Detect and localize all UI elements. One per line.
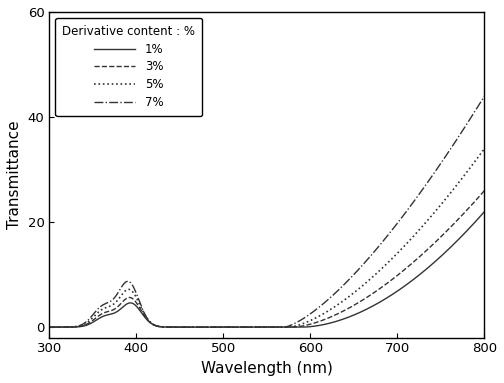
- 7%: [258, 325, 264, 329]
- 1%: [258, 325, 264, 329]
- 3%: [46, 325, 52, 329]
- X-axis label: Wavelength (nm): Wavelength (nm): [201, 361, 333, 376]
- 3%: [389, 277, 395, 282]
- 3%: [246, 325, 253, 329]
- 5%: [481, 146, 487, 151]
- Line: 7%: 7%: [49, 96, 484, 327]
- 7%: [246, 325, 253, 329]
- 7%: [69, 325, 75, 329]
- Line: 3%: 3%: [49, 191, 484, 327]
- 1%: [481, 209, 487, 214]
- 3%: [469, 202, 475, 207]
- Legend: 1%, 3%, 5%, 7%: 1%, 3%, 5%, 7%: [55, 18, 202, 116]
- 7%: [469, 114, 475, 119]
- 1%: [469, 223, 475, 228]
- 1%: [246, 325, 253, 329]
- 5%: [469, 163, 475, 168]
- 3%: [258, 325, 264, 329]
- Line: 5%: 5%: [49, 149, 484, 327]
- 1%: [389, 292, 395, 297]
- 1%: [469, 223, 475, 228]
- 7%: [389, 228, 395, 232]
- 1%: [69, 325, 75, 329]
- 5%: [246, 325, 253, 329]
- 3%: [481, 188, 487, 193]
- 7%: [481, 94, 487, 98]
- 5%: [389, 256, 395, 261]
- Line: 1%: 1%: [49, 211, 484, 327]
- 1%: [46, 325, 52, 329]
- 5%: [46, 325, 52, 329]
- 3%: [69, 325, 75, 329]
- 7%: [469, 114, 475, 118]
- 7%: [46, 325, 52, 329]
- 5%: [69, 325, 75, 329]
- 5%: [469, 164, 475, 168]
- 3%: [469, 203, 475, 207]
- 5%: [258, 325, 264, 329]
- Y-axis label: Transmittance: Transmittance: [7, 121, 22, 229]
